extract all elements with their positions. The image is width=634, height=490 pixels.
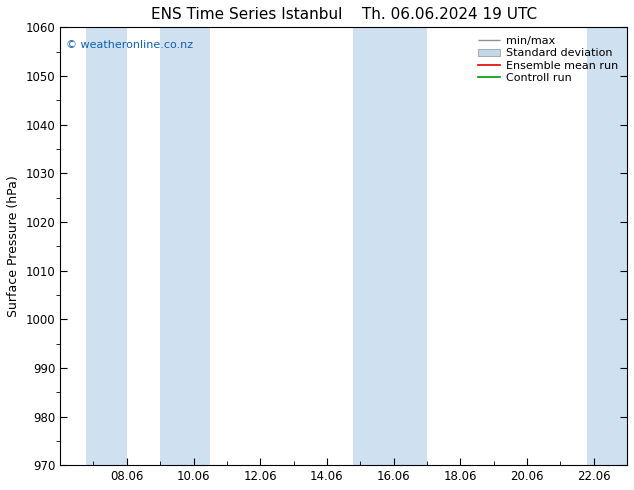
Bar — [160, 27, 210, 465]
Bar — [394, 27, 427, 465]
Y-axis label: Surface Pressure (hPa): Surface Pressure (hPa) — [7, 175, 20, 317]
Text: © weatheronline.co.nz: © weatheronline.co.nz — [66, 40, 193, 50]
Title: ENS Time Series Istanbul    Th. 06.06.2024 19 UTC: ENS Time Series Istanbul Th. 06.06.2024 … — [150, 7, 536, 22]
Bar — [86, 27, 127, 465]
Bar — [586, 27, 627, 465]
Legend: min/max, Standard deviation, Ensemble mean run, Controll run: min/max, Standard deviation, Ensemble me… — [474, 32, 623, 87]
Bar — [353, 27, 394, 465]
